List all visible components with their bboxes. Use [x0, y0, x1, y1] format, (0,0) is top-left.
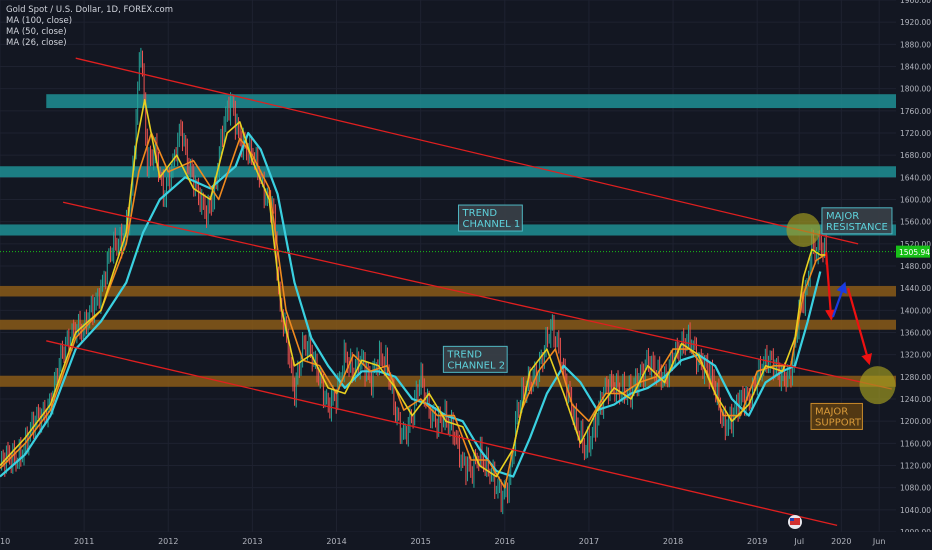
price-tick-label: 1320.00	[900, 351, 931, 360]
support-zone-3	[0, 375, 901, 387]
flag-stripe	[790, 518, 800, 525]
time-tick-label: 2013	[242, 537, 262, 546]
current-price-badge	[896, 245, 930, 258]
price-axis: 1000.001040.001080.001120.001160.001200.…	[896, 0, 932, 550]
label-text: SUPPORT	[815, 417, 862, 428]
indicator-ma100[interactable]: MA (100, close)	[6, 16, 73, 26]
label-text: MAJOR	[815, 406, 848, 417]
time-tick-label: 2011	[74, 537, 94, 546]
price-tick-label: 1720.00	[900, 129, 931, 138]
support-zone-1	[0, 285, 901, 297]
time-tick-label: 2016	[495, 537, 515, 546]
time-tick-label: 2010	[0, 537, 10, 546]
price-tick-label: 1560.00	[900, 218, 931, 227]
label-text: MAJOR	[826, 211, 859, 222]
label-box	[458, 204, 523, 232]
ma26-line	[0, 99, 827, 478]
price-tick-label: 1800.00	[900, 85, 931, 94]
price-tick-label: 1240.00	[900, 395, 931, 404]
indicator-ma50[interactable]: MA (50, close)	[6, 27, 67, 37]
price-tick-label: 1440.00	[900, 284, 931, 293]
price-tick-label: 1840.00	[900, 63, 931, 72]
drop-arrow-1	[825, 252, 837, 321]
time-tick-label: 2014	[326, 537, 346, 546]
price-tick-label: 1640.00	[900, 173, 931, 182]
time-axis: 2010 2011 2012 2013 2014 2015 2016 2017 2018 2019…	[0, 532, 932, 550]
resistance-zone-2	[0, 166, 901, 178]
price-tick-label: 1600.00	[900, 196, 931, 205]
label-box	[821, 207, 893, 235]
label-text: TREND	[462, 208, 498, 219]
channel-1-upper-line	[75, 57, 859, 245]
label-box	[442, 345, 508, 373]
price-tick-label: 1120.00	[900, 462, 931, 471]
label-text: RESISTANCE	[826, 222, 888, 233]
price-tick-label: 1160.00	[900, 439, 931, 448]
time-tick-label: 2020	[831, 537, 851, 546]
resistance-zone-1	[46, 94, 901, 109]
flag-canton	[790, 518, 794, 521]
symbol-title[interactable]: Gold Spot / U.S. Dollar, 1D, FOREX.com	[6, 5, 174, 15]
label-text: CHANNEL 2	[447, 360, 505, 371]
drop-arrow-2	[846, 287, 872, 366]
resistance-zone-3	[0, 224, 901, 236]
price-tick-label: 1040.00	[900, 506, 931, 515]
label-box	[810, 402, 863, 430]
price-tick-label: 1360.00	[900, 329, 931, 338]
grid	[0, 0, 896, 533]
current-price-label: 1505.94	[899, 248, 930, 257]
price-tick-label: 1280.00	[900, 373, 931, 382]
time-axis-bg	[0, 532, 932, 550]
price-axis-bg	[896, 0, 932, 550]
label-text: TREND	[446, 349, 482, 360]
time-tick-label: Jun	[872, 537, 886, 546]
time-tick-label: 2012	[158, 537, 178, 546]
rise-arrow	[831, 281, 847, 318]
price-tick-label: 1960.00	[900, 0, 931, 5]
channel-1-lower-line	[62, 201, 892, 390]
time-tick-label: Jul	[793, 537, 804, 546]
time-tick-label: 2015	[410, 537, 430, 546]
price-tick-label: 1760.00	[900, 107, 931, 116]
support-circle	[859, 366, 896, 405]
time-tick-label: 2019	[747, 537, 767, 546]
price-tick-label: 1200.00	[900, 417, 931, 426]
indicator-ma26[interactable]: MA (26, close)	[6, 38, 67, 48]
price-tick-label: 1880.00	[900, 40, 931, 49]
time-tick-label: 2018	[663, 537, 683, 546]
price-tick-label: 1520.00	[900, 240, 931, 249]
price-tick-label: 1920.00	[900, 18, 931, 27]
chart-legend: Gold Spot / U.S. Dollar, 1D, FOREX.com M…	[6, 5, 173, 49]
time-tick-label: 2017	[579, 537, 599, 546]
resistance-circle	[786, 212, 821, 247]
price-tick-label: 1080.00	[900, 484, 931, 493]
label-text: CHANNEL 1	[463, 219, 521, 230]
price-tick-label: 1400.00	[900, 306, 931, 315]
support-zone-2	[0, 319, 901, 330]
event-flag-icon	[788, 515, 802, 529]
price-tick-label: 1680.00	[900, 151, 931, 160]
channel-2-lower-line	[46, 340, 838, 526]
price-tick-label: 1480.00	[900, 262, 931, 271]
